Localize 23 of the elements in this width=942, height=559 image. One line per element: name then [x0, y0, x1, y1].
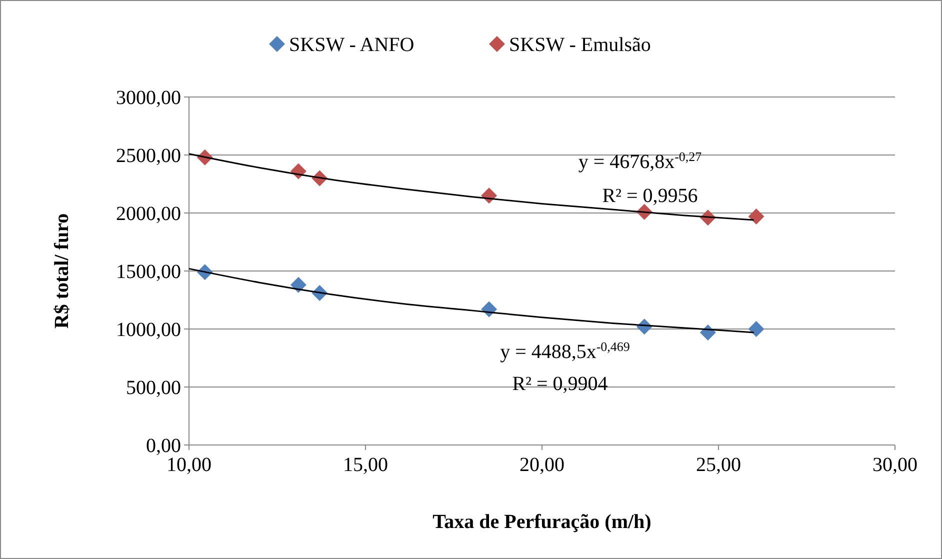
- y-axis-title: R$ total/ furo: [51, 213, 73, 329]
- y-tick-label: 0,00: [146, 435, 181, 457]
- x-tick-label: 10,00: [166, 454, 212, 476]
- legend-label: SKSW - Emulsão: [509, 34, 651, 56]
- x-tick-label: 15,00: [343, 454, 388, 476]
- point: [290, 276, 306, 293]
- legend-label: SKSW - ANFO: [289, 34, 414, 56]
- point: [748, 321, 764, 337]
- y-tick-label: 3000,00: [116, 87, 181, 109]
- x-tick-label: 30,00: [872, 454, 918, 476]
- annotation: y = 4488,5x$^{-0,469}$: [500, 338, 630, 363]
- y-tick-label: 2500,00: [116, 145, 181, 167]
- point: [748, 208, 764, 224]
- y-tick-label: 500,00: [126, 377, 181, 399]
- annotation: R² = 0,9904: [512, 373, 608, 395]
- annotation: R² = 0,9956: [602, 185, 698, 207]
- x-tick-label: 20,00: [520, 454, 564, 476]
- y-tick-label: 2000,00: [116, 203, 181, 225]
- y-tick-label: 1000,00: [116, 319, 181, 341]
- y-tick-label: 1500,00: [116, 261, 181, 283]
- annotation: y = 4676,8x$^{-0,27}$: [578, 148, 702, 173]
- x-axis-title: Taxa de Perfuração (m/h): [432, 511, 652, 533]
- x-tick-label: 25,00: [696, 454, 741, 476]
